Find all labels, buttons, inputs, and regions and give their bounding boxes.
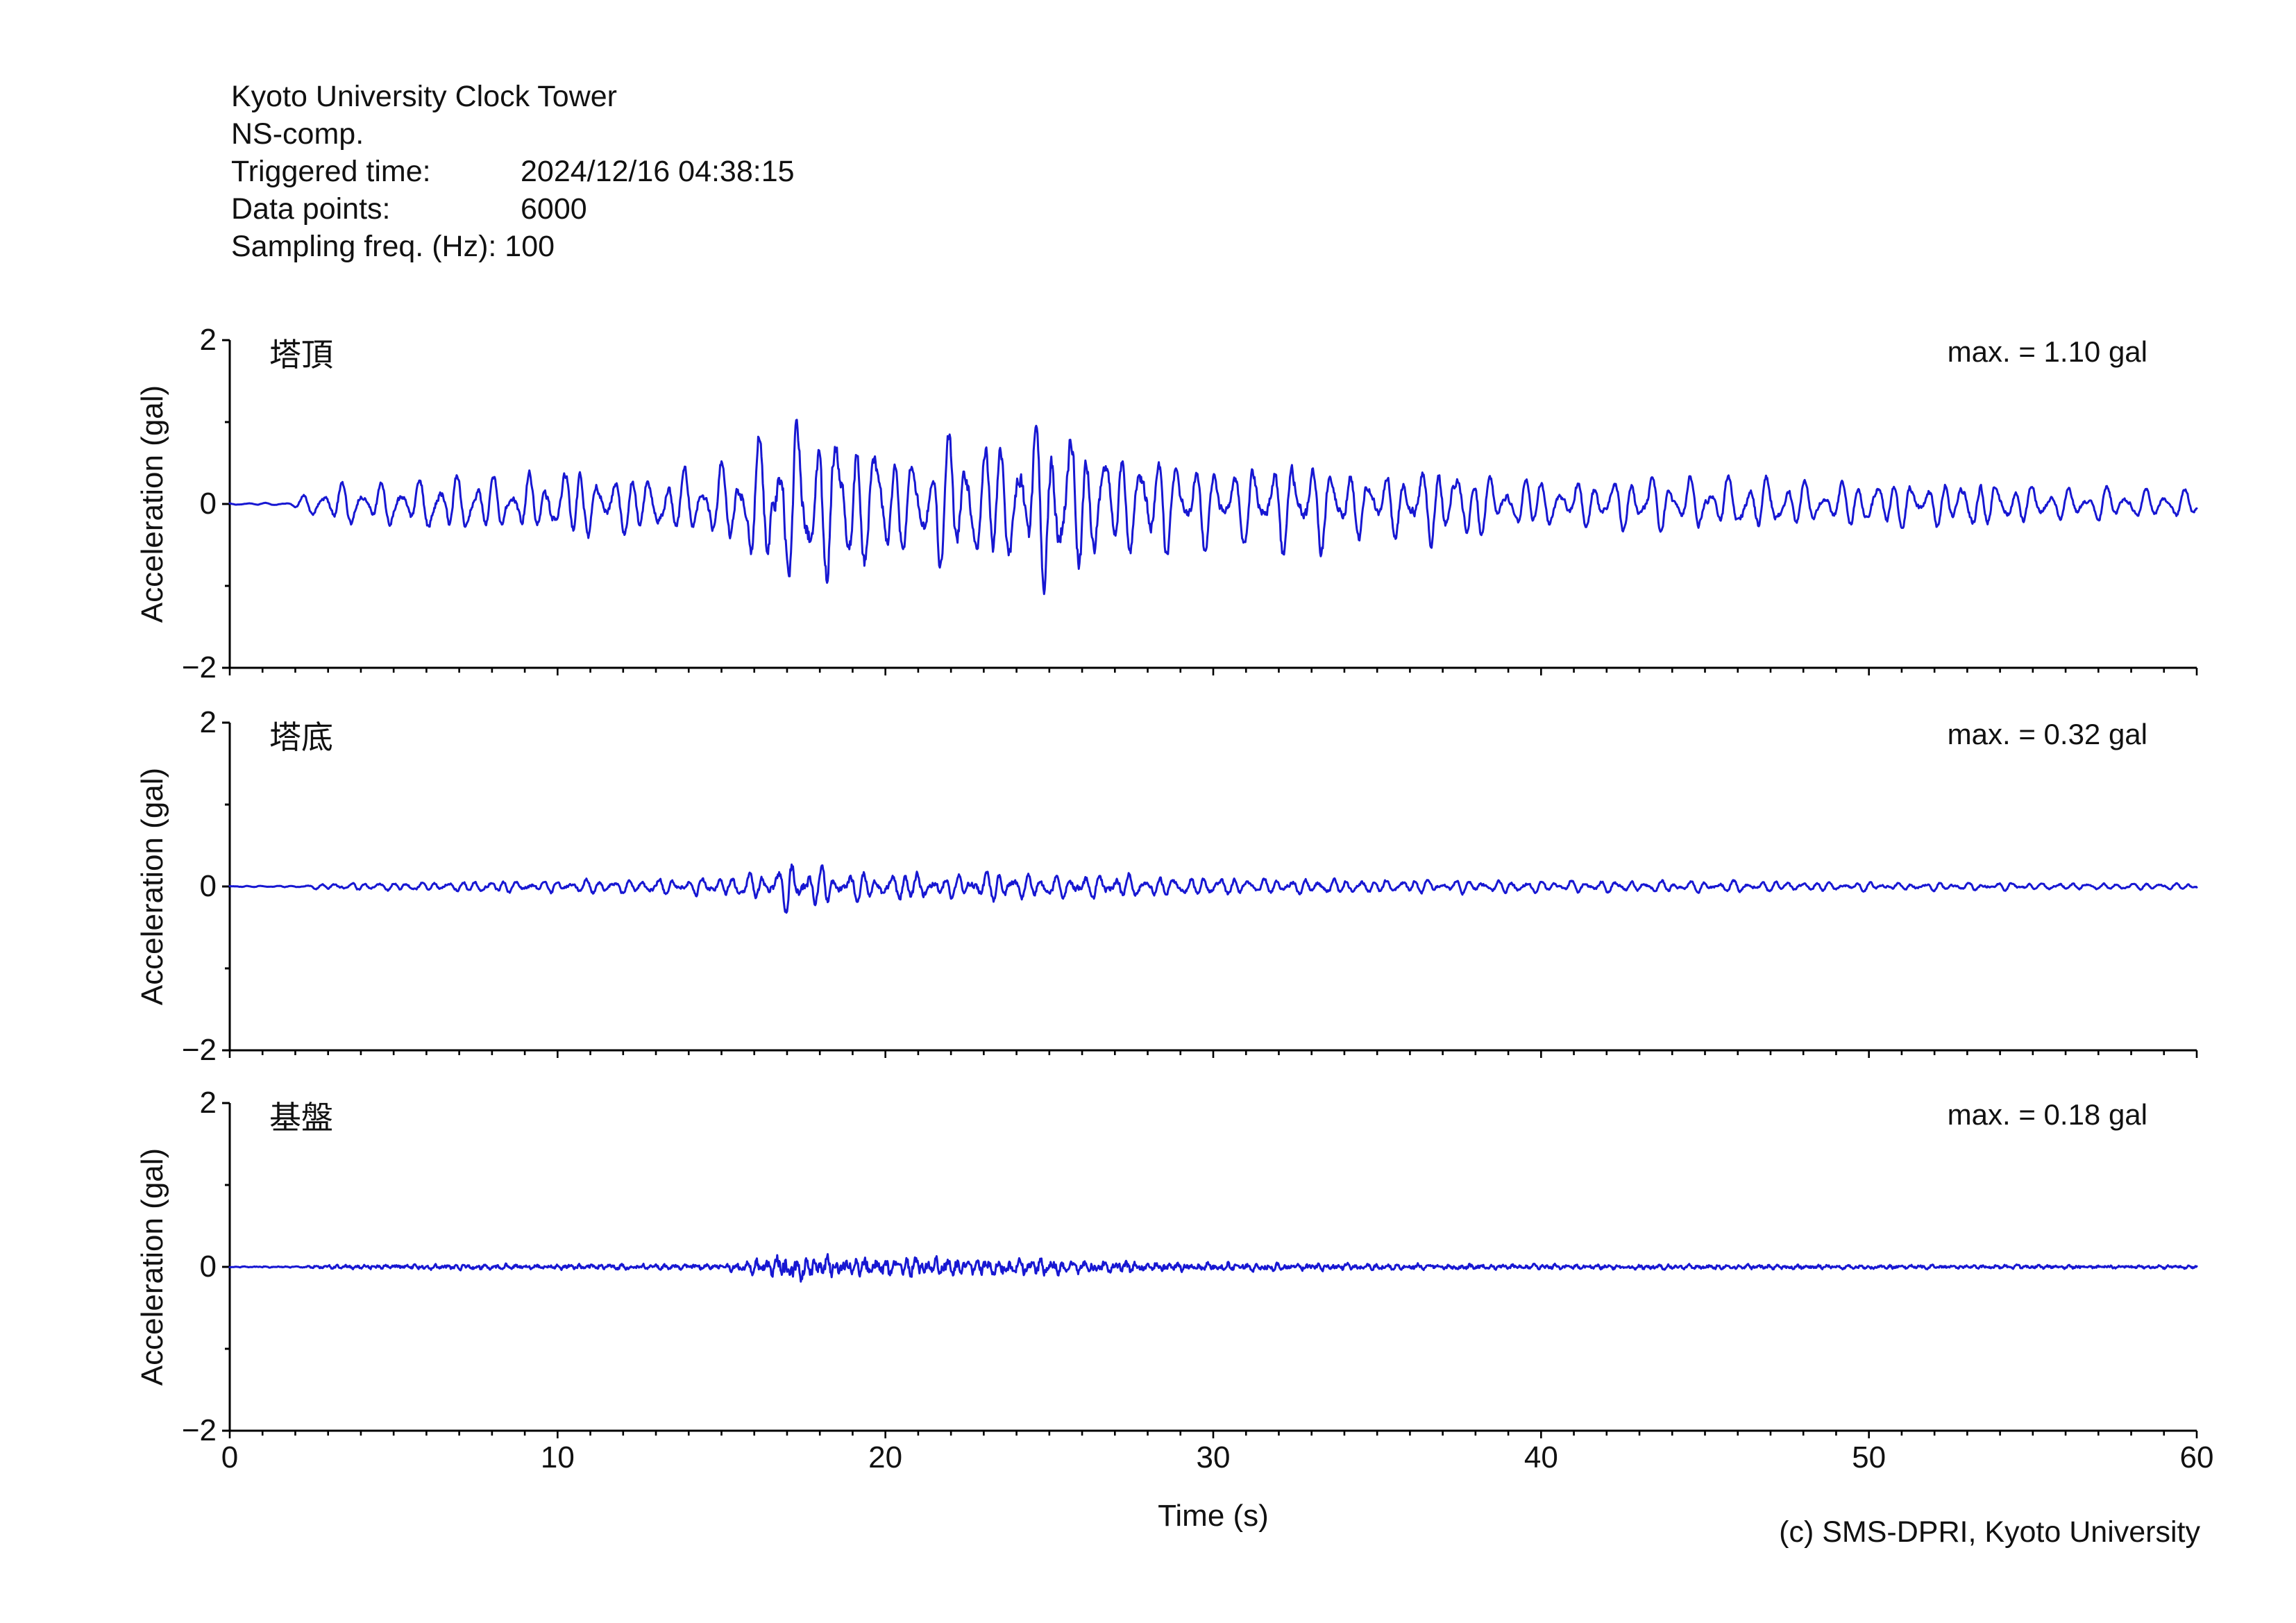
credit-text: (c) SMS-DPRI, Kyoto University xyxy=(1779,1515,2200,1549)
header-title: Kyoto University Clock Tower xyxy=(231,80,617,113)
header-row-value: 2024/12/16 04:38:15 xyxy=(521,155,795,188)
x-tick-label: 40 xyxy=(1523,1440,1558,1474)
y-tick-label: 2 xyxy=(199,1086,217,1120)
y-axis-ticks xyxy=(222,1102,230,1432)
panel-title-tower-top: 塔頂 xyxy=(269,337,333,373)
y-tick-label: 2 xyxy=(199,705,217,739)
x-tick-label: 20 xyxy=(868,1440,903,1474)
header-sampling: Sampling freq. (Hz): 100 xyxy=(231,230,555,263)
y-tick-label: 2 xyxy=(199,323,217,357)
x-axis-ticks xyxy=(228,668,2198,675)
y-tick-label: −2 xyxy=(181,1033,217,1067)
x-tick-label: 10 xyxy=(540,1440,575,1474)
waveform-trace xyxy=(228,419,2198,596)
max-value-label: max. = 1.10 gal xyxy=(1947,335,2147,368)
x-tick-label: 60 xyxy=(2179,1440,2214,1474)
max-value-label: max. = 0.32 gal xyxy=(1947,718,2147,750)
x-tick-label: 0 xyxy=(221,1440,239,1474)
x-axis-label: Time (s) xyxy=(1158,1499,1269,1533)
y-tick-label: 0 xyxy=(199,869,217,903)
y-axis-ticks xyxy=(222,721,230,1052)
x-axis-ticks xyxy=(228,1050,2198,1058)
header-row-label: Data points: xyxy=(231,192,391,226)
y-tick-label: −2 xyxy=(181,1413,217,1447)
waveform-trace xyxy=(228,863,2198,914)
y-axis-ticks xyxy=(222,339,230,669)
y-tick-label: 0 xyxy=(199,487,217,521)
y-tick-label: −2 xyxy=(181,650,217,684)
y-tick-label: 0 xyxy=(199,1250,217,1284)
x-axis-ticks xyxy=(228,1431,2198,1438)
x-tick-label: 30 xyxy=(1196,1440,1231,1474)
panel-title-tower-base: 塔底 xyxy=(269,719,333,755)
max-value-label: max. = 0.18 gal xyxy=(1947,1098,2147,1131)
x-tick-label: 50 xyxy=(1852,1440,1886,1474)
header-row-value: 6000 xyxy=(521,192,587,226)
waveform-trace xyxy=(228,1253,2198,1283)
header-component: NS-comp. xyxy=(231,117,364,151)
panel-title-bedrock: 基盤 xyxy=(269,1100,333,1136)
header-row-label: Triggered time: xyxy=(231,155,431,188)
